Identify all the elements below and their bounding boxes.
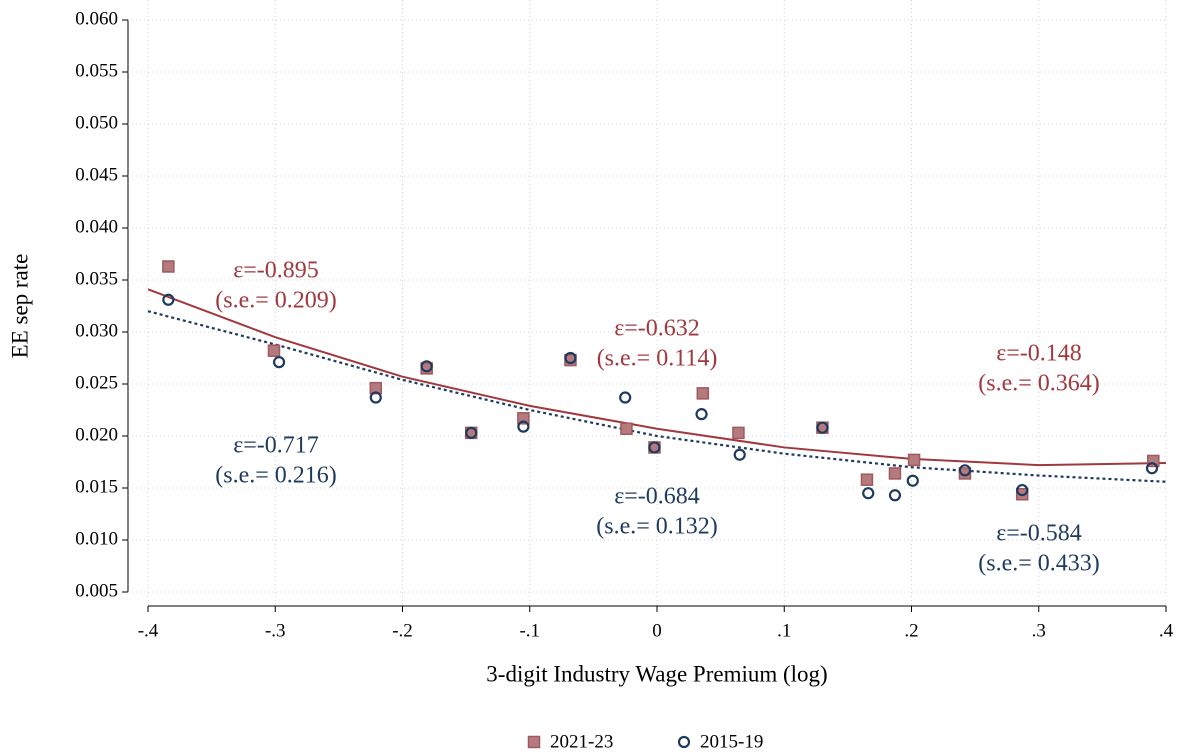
- legend-marker: [677, 735, 691, 749]
- circle-marker: [1016, 483, 1029, 497]
- x-tick-label: .4: [1159, 620, 1174, 641]
- fit-line: [147, 310, 1167, 483]
- circle-marker: [517, 420, 530, 433]
- square-marker: [907, 453, 921, 467]
- circle-marker: [272, 356, 286, 369]
- circle-marker: [564, 351, 577, 365]
- circle-marker: [648, 441, 661, 454]
- annotation: (s.e.= 0.114): [597, 346, 718, 372]
- x-tick-label: .3: [1032, 620, 1046, 641]
- legend-label: 2021-23: [550, 731, 613, 752]
- square-marker: [267, 344, 281, 357]
- y-tick-label: 0.030: [75, 320, 118, 341]
- annotation: ε=-0.584: [996, 521, 1082, 547]
- circle-marker: [733, 448, 746, 461]
- circle-marker: [369, 391, 382, 404]
- square-marker: [1147, 454, 1160, 468]
- square-marker: [958, 467, 972, 480]
- annotation: (s.e.= 0.132): [596, 514, 718, 540]
- square-marker: [860, 473, 874, 486]
- y-tick-label: 0.005: [75, 580, 118, 601]
- x-tick-label: -.2: [392, 620, 413, 641]
- x-tick-label: .1: [777, 620, 791, 641]
- circle-marker: [695, 408, 708, 421]
- square-marker: [696, 387, 710, 400]
- annotation: ε=-0.717: [233, 433, 319, 459]
- x-tick-label: .2: [904, 620, 918, 641]
- annotation: ε=-0.684: [614, 484, 700, 510]
- circle-marker: [619, 391, 632, 404]
- square-marker: [162, 260, 175, 273]
- circle-marker: [420, 360, 433, 373]
- y-tick-label: 0.025: [75, 372, 118, 393]
- fit-line: [147, 288, 1167, 467]
- circle-marker: [1145, 462, 1159, 475]
- y-tick-label: 0.060: [75, 8, 118, 29]
- y-tick-label: 0.020: [75, 424, 118, 445]
- square-marker: [369, 381, 383, 395]
- square-marker: [732, 426, 745, 440]
- circle-marker: [465, 426, 478, 439]
- circle-marker: [162, 293, 175, 306]
- x-tick-label: 0: [652, 620, 662, 641]
- circle-marker: [888, 489, 902, 502]
- legend-marker: [527, 735, 541, 749]
- annotation: ε=-0.895: [233, 258, 319, 284]
- annotation: ε=-0.148: [996, 341, 1082, 367]
- x-tick-label: -.3: [265, 620, 286, 641]
- annotation: (s.e.= 0.209): [215, 288, 337, 314]
- circle-marker: [862, 487, 875, 500]
- annotation: (s.e.= 0.364): [978, 371, 1100, 397]
- annotation: ε=-0.632: [614, 316, 700, 342]
- square-marker: [888, 467, 902, 480]
- annotation: (s.e.= 0.433): [978, 551, 1100, 577]
- circle-marker: [906, 474, 919, 487]
- y-tick-label: 0.050: [75, 112, 118, 133]
- y-tick-label: 0.015: [75, 476, 118, 497]
- x-axis-title: 3-digit Industry Wage Premium (log): [486, 661, 827, 686]
- y-tick-label: 0.040: [75, 216, 118, 237]
- square-marker: [620, 422, 633, 435]
- y-tick-label: 0.035: [75, 268, 118, 289]
- y-tick-label: 0.010: [75, 528, 118, 549]
- y-axis-title: EE sep rate: [7, 254, 32, 359]
- x-tick-label: -.4: [138, 620, 159, 641]
- annotation: (s.e.= 0.216): [215, 463, 337, 489]
- square-marker: [517, 412, 530, 425]
- y-tick-label: 0.055: [75, 60, 118, 81]
- circle-marker: [958, 464, 972, 477]
- y-tick-label: 0.045: [75, 164, 118, 185]
- circle-marker: [816, 421, 829, 434]
- x-tick-label: -.1: [519, 620, 540, 641]
- legend-label: 2015-19: [700, 731, 763, 752]
